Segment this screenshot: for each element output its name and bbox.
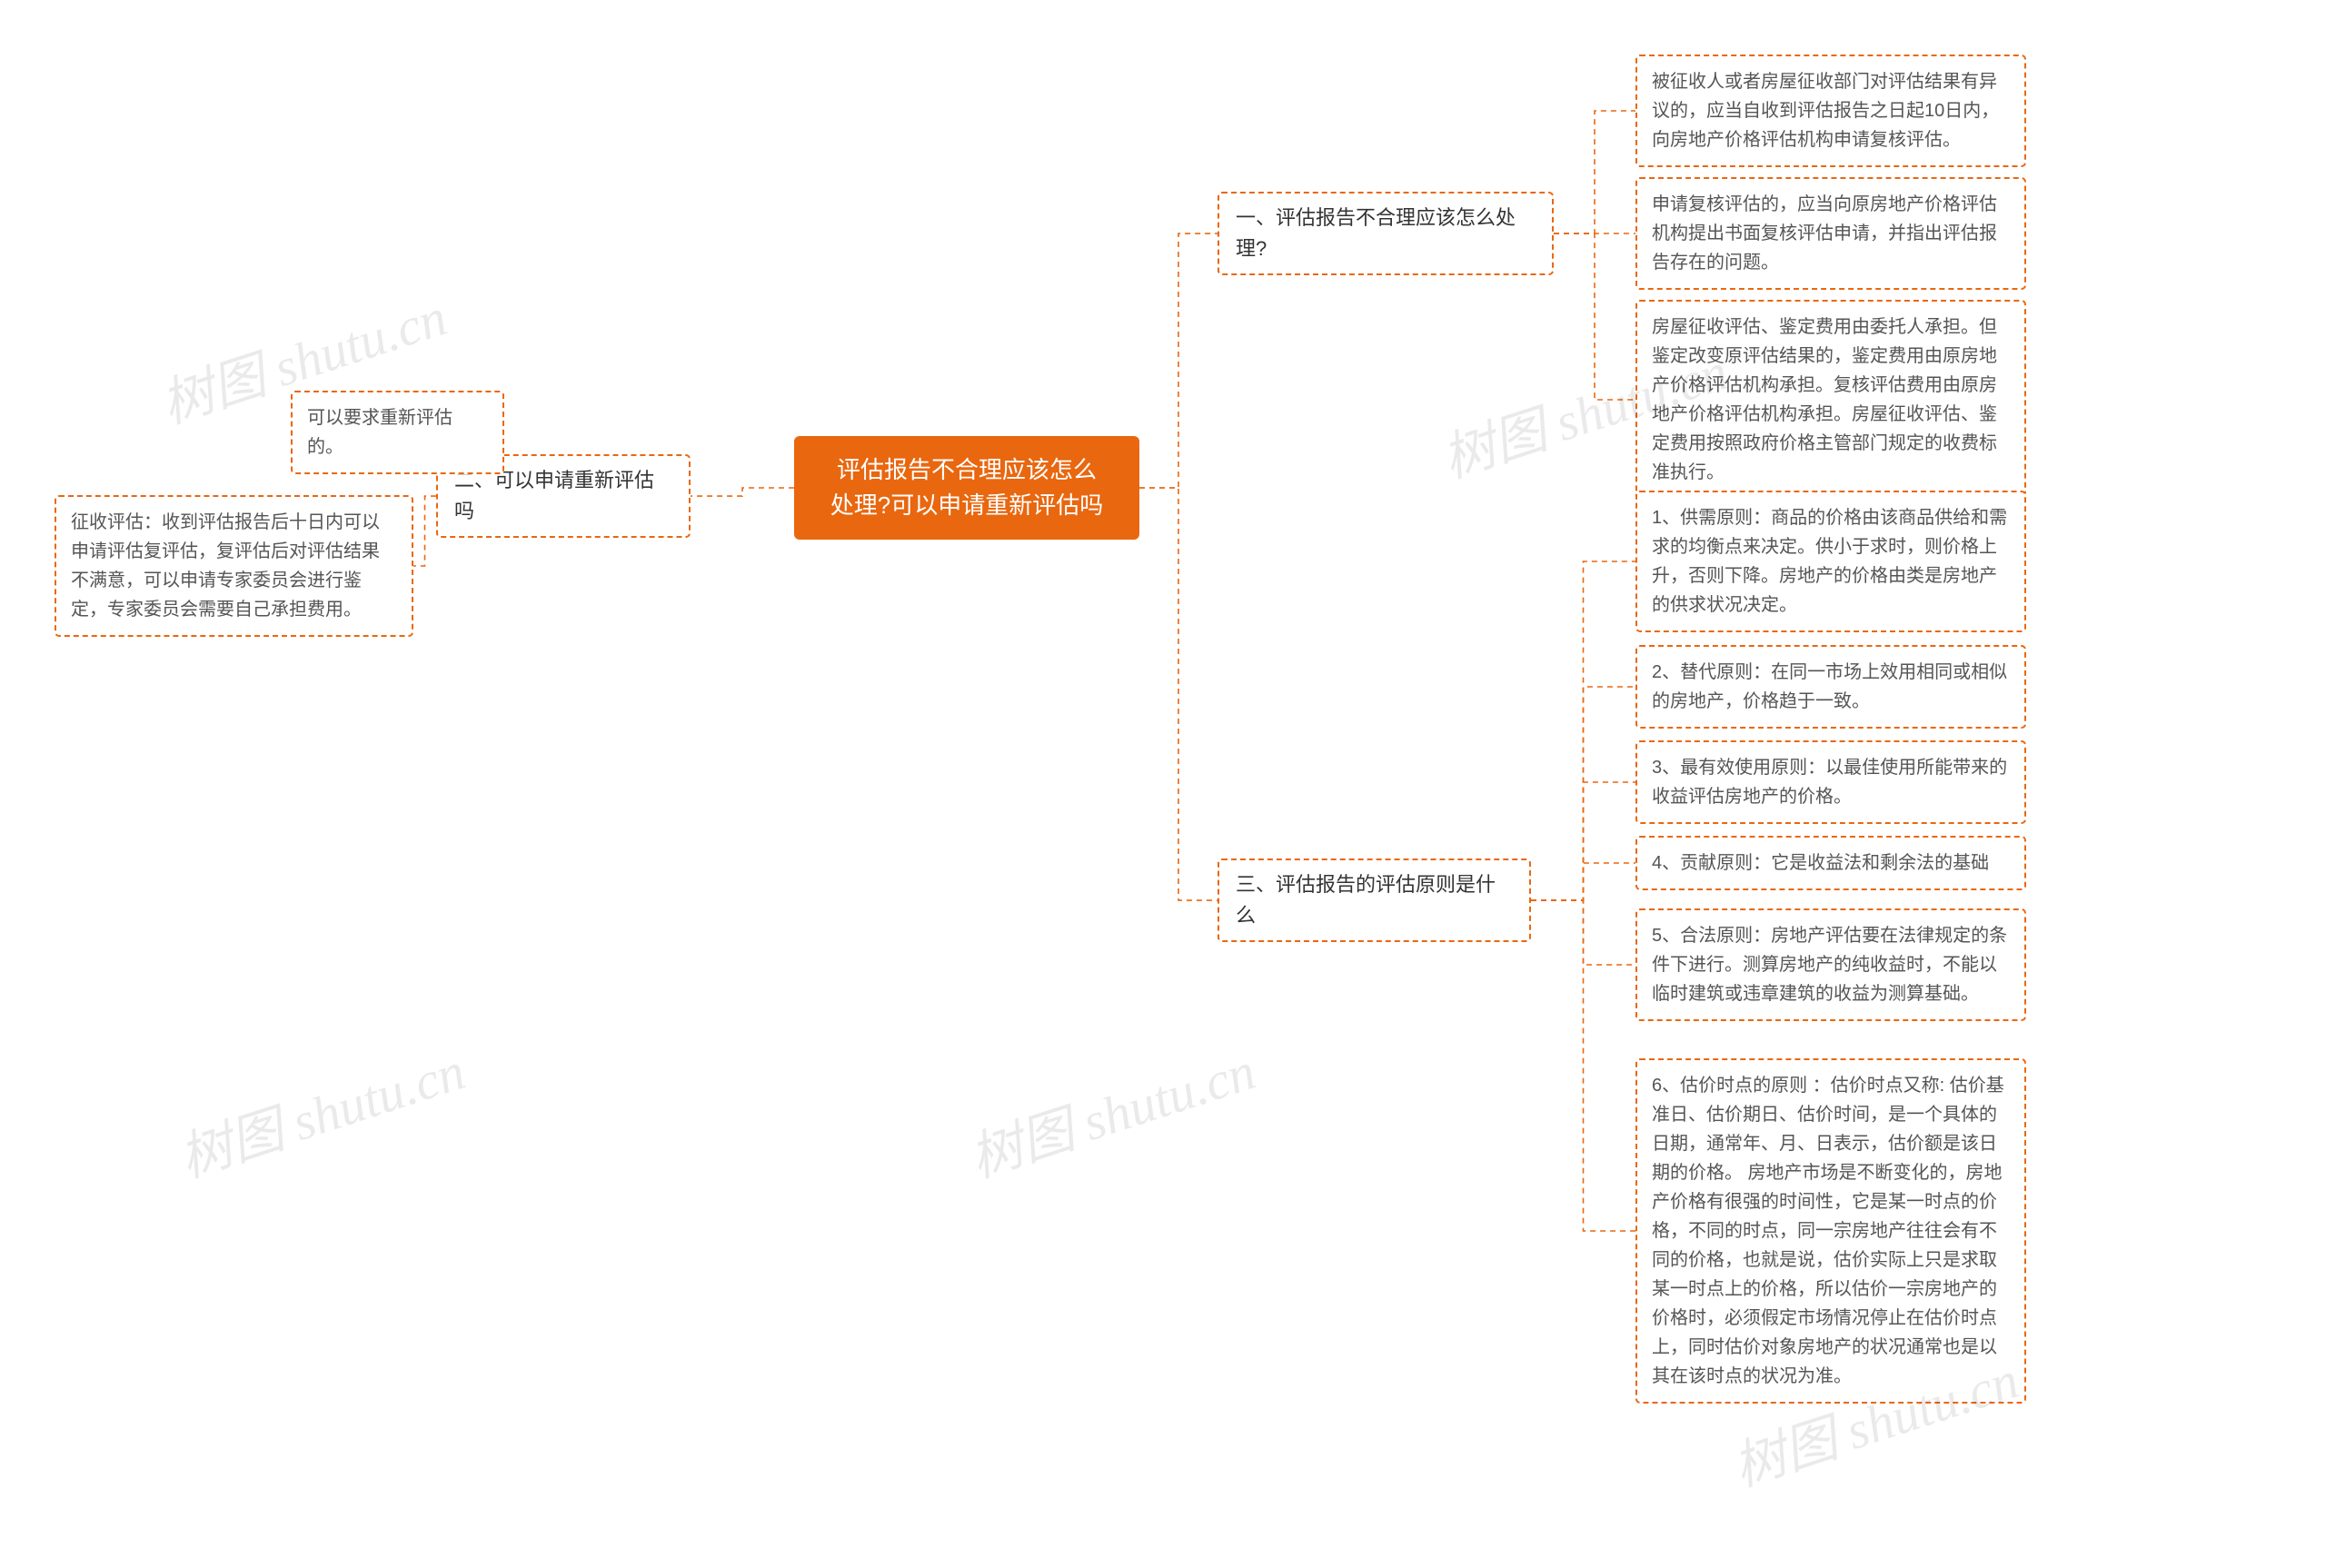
branch-2-leaf-2: 征收评估：收到评估报告后十日内可以申请评估复评估，复评估后对评估结果不满意，可以… bbox=[55, 495, 413, 637]
branch-1-leaf-3: 房屋征收评估、鉴定费用由委托人承担。但鉴定改变原评估结果的，鉴定费用由原房地产价… bbox=[1635, 300, 2026, 500]
branch-3-leaf-2-text: 2、替代原则：在同一市场上效用相同或相似的房地产，价格趋于一致。 bbox=[1652, 662, 2007, 711]
branch-2-leaf-2-text: 征收评估：收到评估报告后十日内可以申请评估复评估，复评估后对评估结果不满意，可以… bbox=[71, 512, 380, 620]
branch-1-leaf-1: 被征收人或者房屋征收部门对评估结果有异议的，应当自收到评估报告之日起10日内，向… bbox=[1635, 55, 2026, 167]
branch-3-leaf-5: 5、合法原则：房地产评估要在法律规定的条件下进行。测算房地产的纯收益时，不能以临… bbox=[1635, 908, 2026, 1021]
branch-3-leaf-1-text: 1、供需原则：商品的价格由该商品供给和需求的均衡点来决定。供小于求时，则价格上升… bbox=[1652, 508, 2007, 615]
branch-3-leaf-4: 4、贡献原则：它是收益法和剩余法的基础 bbox=[1635, 836, 2026, 890]
branch-2-leaf-1-text: 可以要求重新评估的。 bbox=[307, 408, 452, 457]
branch-3-leaf-1: 1、供需原则：商品的价格由该商品供给和需求的均衡点来决定。供小于求时，则价格上升… bbox=[1635, 491, 2026, 632]
watermark: 树图 shutu.cn bbox=[168, 1028, 472, 1192]
root-node: 评估报告不合理应该怎么 处理?可以申请重新评估吗 bbox=[794, 436, 1139, 540]
watermark: 树图 shutu.cn bbox=[959, 1028, 1263, 1192]
branch-1: 一、评估报告不合理应该怎么处理? bbox=[1218, 192, 1554, 275]
branch-3-leaf-2: 2、替代原则：在同一市场上效用相同或相似的房地产，价格趋于一致。 bbox=[1635, 645, 2026, 729]
branch-1-leaf-2-text: 申请复核评估的，应当向原房地产价格评估机构提出书面复核评估申请，并指出评估报告存… bbox=[1652, 194, 1997, 273]
branch-3-leaf-3-text: 3、最有效使用原则：以最佳使用所能带来的收益评估房地产的价格。 bbox=[1652, 758, 2007, 807]
branch-3: 三、评估报告的评估原则是什么 bbox=[1218, 858, 1531, 942]
branch-3-label: 三、评估报告的评估原则是什么 bbox=[1236, 873, 1496, 927]
branch-3-leaf-6: 6、估价时点的原则 ：估价时点又称: 估价基准日、估价期日、估价时间，是一个具体… bbox=[1635, 1058, 2026, 1404]
branch-3-leaf-5-text: 5、合法原则：房地产评估要在法律规定的条件下进行。测算房地产的纯收益时，不能以临… bbox=[1652, 926, 2007, 1004]
branch-3-leaf-4-text: 4、贡献原则：它是收益法和剩余法的基础 bbox=[1652, 853, 1989, 873]
branch-1-leaf-1-text: 被征收人或者房屋征收部门对评估结果有异议的，应当自收到评估报告之日起10日内，向… bbox=[1652, 72, 1999, 150]
branch-1-leaf-3-text: 房屋征收评估、鉴定费用由委托人承担。但鉴定改变原评估结果的，鉴定费用由原房地产价… bbox=[1652, 317, 1997, 482]
root-line1: 评估报告不合理应该怎么 bbox=[837, 456, 1097, 483]
root-line2: 处理?可以申请重新评估吗 bbox=[830, 491, 1103, 519]
branch-1-leaf-2: 申请复核评估的，应当向原房地产价格评估机构提出书面复核评估申请，并指出评估报告存… bbox=[1635, 177, 2026, 290]
branch-3-leaf-3: 3、最有效使用原则：以最佳使用所能带来的收益评估房地产的价格。 bbox=[1635, 740, 2026, 824]
branch-3-leaf-6-text: 6、估价时点的原则 ：估价时点又称: 估价基准日、估价期日、估价时间，是一个具体… bbox=[1652, 1076, 2004, 1386]
branch-2-label: 二、可以申请重新评估吗 bbox=[454, 469, 654, 522]
branch-2-leaf-1: 可以要求重新评估的。 bbox=[291, 391, 504, 474]
branch-1-label: 一、评估报告不合理应该怎么处理? bbox=[1236, 206, 1516, 260]
